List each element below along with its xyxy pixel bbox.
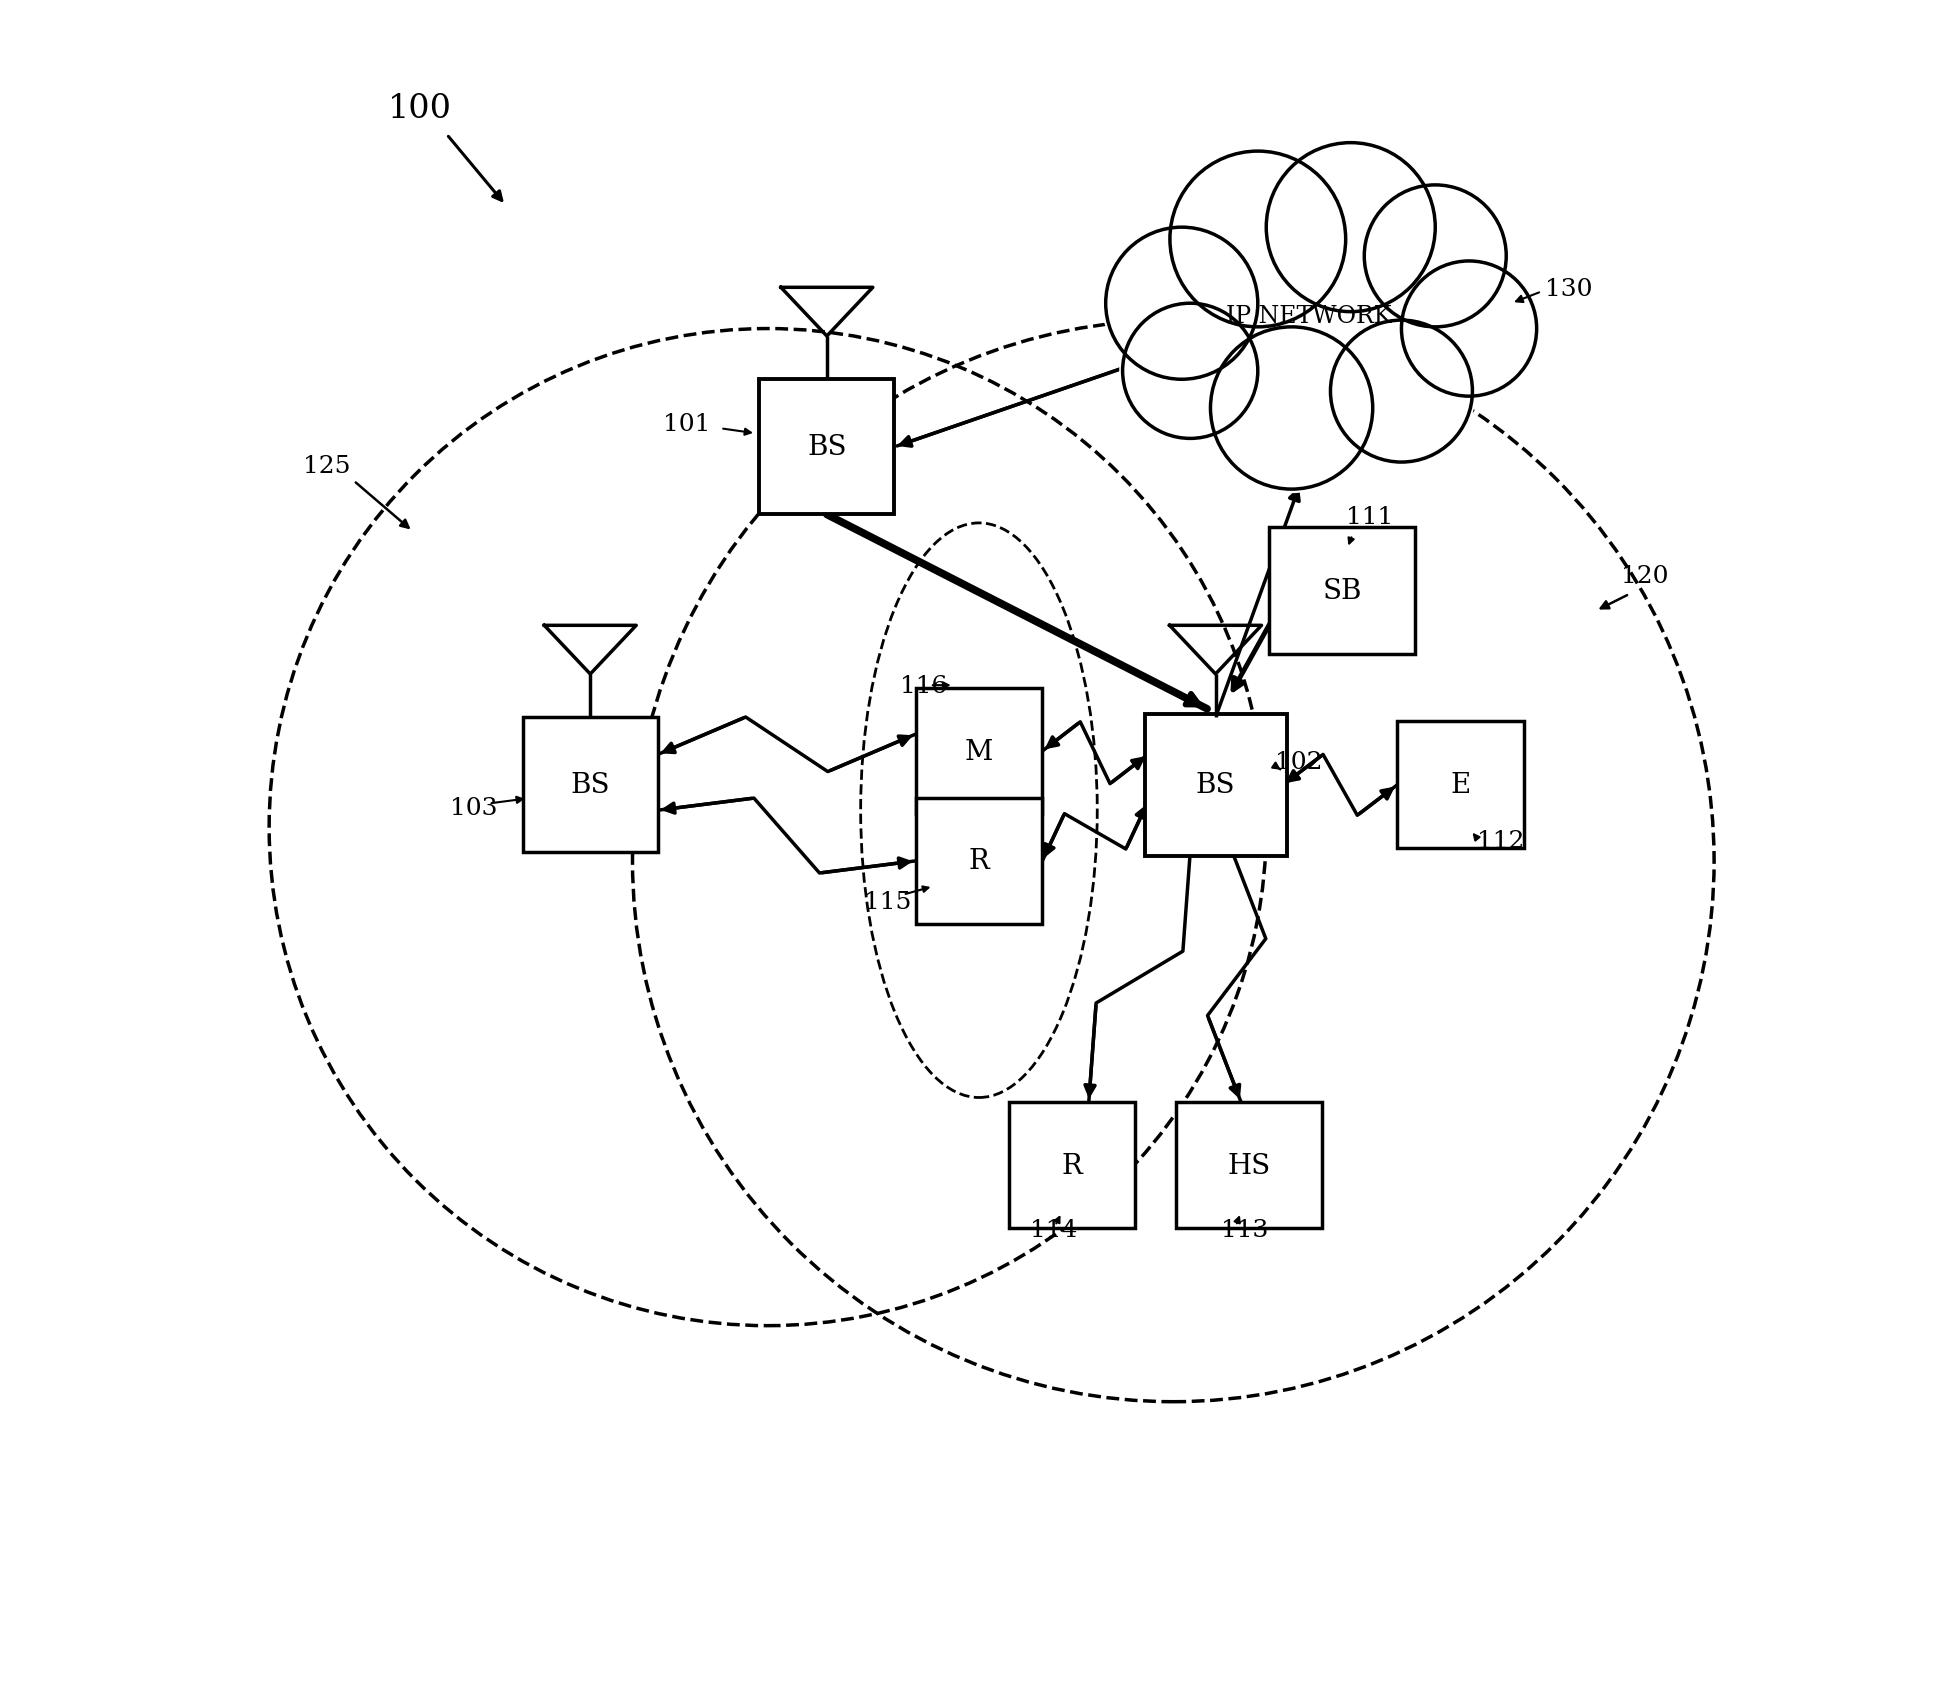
Text: BS: BS: [807, 434, 846, 461]
Text: BS: BS: [1196, 772, 1234, 799]
Circle shape: [1328, 318, 1475, 466]
Circle shape: [1207, 324, 1376, 493]
Text: SB: SB: [1322, 578, 1363, 605]
Text: 114: 114: [1029, 1218, 1077, 1241]
Text: 125: 125: [303, 454, 351, 478]
Circle shape: [1120, 301, 1262, 443]
Bar: [759, 380, 895, 515]
Bar: [1145, 714, 1287, 856]
Text: 120: 120: [1621, 564, 1669, 588]
Bar: [916, 799, 1042, 926]
Text: BS: BS: [571, 772, 609, 799]
Circle shape: [1172, 186, 1444, 456]
Circle shape: [1361, 182, 1510, 331]
Bar: [522, 718, 658, 853]
Circle shape: [1262, 140, 1440, 318]
Text: R: R: [969, 848, 990, 875]
Text: 100: 100: [388, 93, 452, 125]
Text: 115: 115: [864, 890, 912, 914]
Text: E: E: [1450, 772, 1471, 799]
Text: IP NETWORK: IP NETWORK: [1227, 304, 1392, 328]
Text: 113: 113: [1221, 1218, 1267, 1241]
Text: 101: 101: [664, 412, 710, 436]
Text: 112: 112: [1477, 829, 1526, 853]
Text: 116: 116: [899, 674, 947, 698]
Circle shape: [1398, 258, 1539, 400]
Text: 102: 102: [1275, 750, 1322, 774]
Bar: [1398, 723, 1524, 848]
Text: 111: 111: [1345, 505, 1394, 529]
Bar: [916, 689, 1042, 814]
Text: R: R: [1062, 1152, 1083, 1179]
Text: 103: 103: [450, 796, 497, 819]
Circle shape: [1102, 225, 1262, 383]
Text: 130: 130: [1545, 277, 1594, 301]
Text: HS: HS: [1229, 1152, 1271, 1179]
Text: M: M: [965, 738, 994, 765]
Bar: [1269, 529, 1415, 655]
Bar: [1009, 1103, 1135, 1230]
Bar: [1176, 1103, 1322, 1230]
Circle shape: [1165, 147, 1351, 333]
